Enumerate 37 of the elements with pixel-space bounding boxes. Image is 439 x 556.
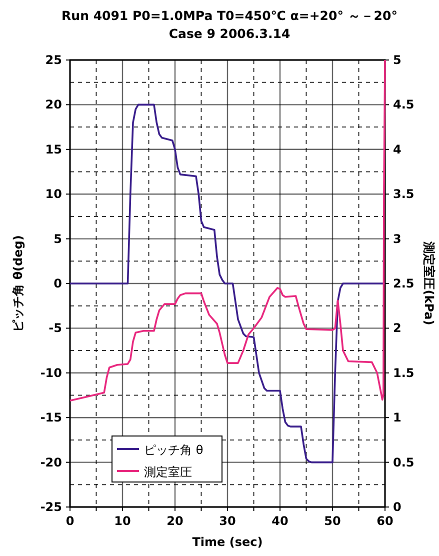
y-tick-label: -20 bbox=[40, 455, 62, 470]
y-tick-label: 15 bbox=[45, 142, 62, 156]
chart-subtitle: Case 9 2006.3.14 bbox=[168, 26, 290, 41]
x-tick-label: 50 bbox=[324, 514, 341, 528]
x-tick-label: 40 bbox=[272, 514, 288, 528]
y2-tick-label: 0 bbox=[393, 500, 402, 514]
x-axis-title: Time (sec) bbox=[192, 535, 263, 549]
y2-tick-label: 4 bbox=[393, 142, 402, 156]
y2-tick-label: 4.5 bbox=[393, 98, 414, 112]
x-tick-label: 0 bbox=[66, 514, 74, 528]
line-series bbox=[69, 104, 386, 464]
y2-axis-title: 測定室圧(kPa) bbox=[422, 240, 436, 326]
y-tick-label: 0 bbox=[54, 276, 62, 290]
y2-tick-label: 0.5 bbox=[393, 455, 414, 470]
y-tick-label: -25 bbox=[40, 500, 62, 514]
x-tick-label: 30 bbox=[219, 514, 236, 528]
legend-label: ピッチ角 θ bbox=[144, 443, 204, 457]
y-axis-title: ピッチ角 θ(deg) bbox=[11, 235, 25, 332]
y-tick-label: 25 bbox=[45, 53, 62, 67]
chart-title: Run 4091 P0=1.0MPa T0=450℃ α=+20° ～－20° bbox=[62, 8, 398, 23]
x-tick-label: 60 bbox=[376, 514, 394, 528]
y-tick-label: -15 bbox=[40, 410, 62, 425]
x-tick-label: 20 bbox=[166, 514, 184, 528]
y2-tick-label: 3.5 bbox=[393, 187, 414, 202]
y-tick-label: -5 bbox=[48, 321, 62, 336]
y-tick-label: 5 bbox=[54, 232, 62, 246]
y2-tick-label: 1 bbox=[393, 410, 402, 425]
x-tick-label: 10 bbox=[114, 514, 131, 528]
y2-tick-label: 3 bbox=[393, 232, 402, 246]
y2-tick-label: 1.5 bbox=[393, 366, 414, 380]
y-tick-label: 10 bbox=[45, 187, 62, 202]
legend-label: 測定室圧 bbox=[144, 465, 192, 479]
y2-tick-label: 5 bbox=[393, 53, 402, 67]
y2-tick-label: 2.5 bbox=[393, 276, 414, 290]
y2-tick-label: 2 bbox=[393, 321, 402, 336]
y-tick-label: -10 bbox=[40, 366, 62, 380]
y-tick-label: 20 bbox=[45, 98, 62, 112]
